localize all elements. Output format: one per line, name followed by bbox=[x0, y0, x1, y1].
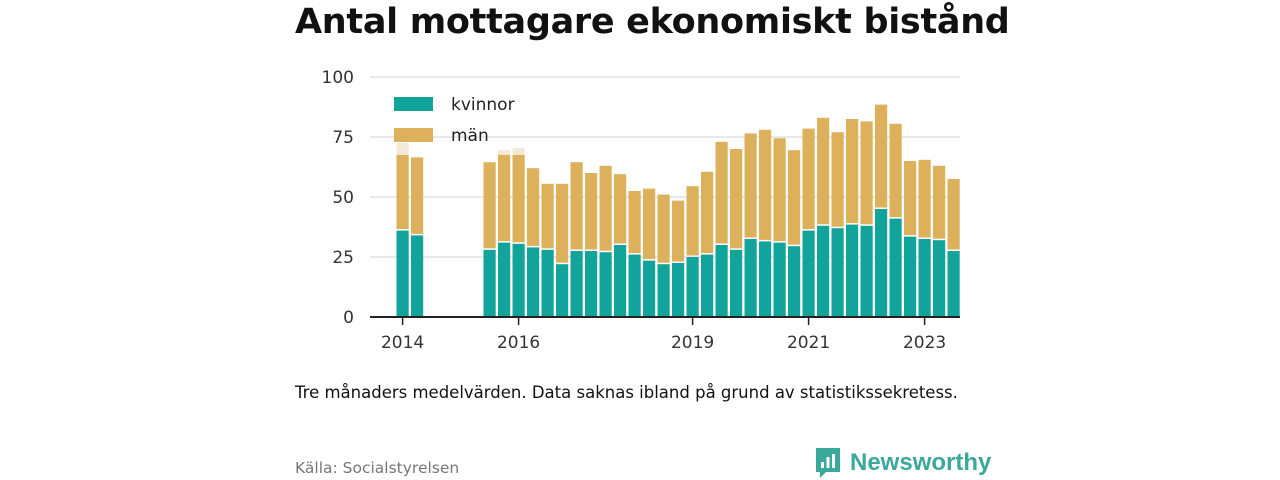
bar-faded bbox=[396, 143, 409, 155]
bar-kvinnor bbox=[918, 239, 931, 317]
bar-kvinnor bbox=[556, 264, 569, 317]
bar-kvinnor bbox=[715, 245, 728, 317]
bar-man bbox=[933, 165, 946, 239]
bar-kvinnor bbox=[585, 251, 598, 317]
legend-swatch bbox=[394, 128, 433, 142]
bar-kvinnor bbox=[860, 225, 873, 317]
bar-kvinnor bbox=[831, 228, 844, 317]
x-tick-label: 2014 bbox=[381, 333, 424, 353]
bar-man bbox=[411, 157, 424, 234]
bar-man bbox=[846, 119, 859, 224]
x-tick-label: 2016 bbox=[497, 333, 540, 353]
bar-kvinnor bbox=[759, 241, 772, 317]
bar-kvinnor bbox=[933, 240, 946, 317]
bar-man bbox=[527, 168, 540, 246]
newsworthy-logo-icon bbox=[816, 448, 840, 478]
bar-kvinnor bbox=[570, 251, 583, 317]
y-tick-label: 50 bbox=[332, 188, 354, 208]
bar-man bbox=[730, 149, 743, 249]
bar-kvinnor bbox=[614, 245, 627, 317]
bars bbox=[396, 104, 960, 317]
bar-faded bbox=[512, 147, 525, 155]
bar-man bbox=[802, 128, 815, 230]
bar-man bbox=[904, 161, 917, 236]
bar-kvinnor bbox=[904, 236, 917, 317]
bar-kvinnor bbox=[802, 230, 815, 317]
x-tick-label: 2023 bbox=[903, 333, 946, 353]
bar-man bbox=[788, 150, 801, 245]
y-tick-label: 100 bbox=[322, 68, 354, 88]
bar-man bbox=[643, 188, 656, 260]
bar-man bbox=[556, 183, 569, 263]
bar-man bbox=[773, 138, 786, 242]
bar-man bbox=[875, 104, 888, 208]
legend-label: män bbox=[451, 126, 489, 146]
bar-man bbox=[947, 179, 960, 250]
bar-kvinnor bbox=[817, 225, 830, 317]
bar-kvinnor bbox=[672, 263, 685, 317]
bar-man bbox=[498, 155, 511, 242]
bar-man bbox=[672, 200, 685, 262]
bar-kvinnor bbox=[788, 246, 801, 317]
brand-name: Newsworthy bbox=[850, 449, 992, 476]
bar-kvinnor bbox=[498, 242, 511, 317]
bar-kvinnor bbox=[527, 247, 540, 317]
bar-kvinnor bbox=[628, 254, 641, 317]
bar-man bbox=[599, 165, 612, 251]
bar-man bbox=[570, 162, 583, 250]
bar-kvinnor bbox=[875, 209, 888, 317]
legend-swatch bbox=[394, 97, 433, 111]
source-label: Källa: Socialstyrelsen bbox=[295, 459, 460, 477]
brand-logo[interactable]: Newsworthy bbox=[814, 446, 991, 480]
x-axis: 2014 2016 2019 2021 2023 bbox=[370, 316, 960, 353]
y-tick-label: 75 bbox=[332, 128, 354, 148]
chart-title: Antal mottagare ekonomiskt bistånd bbox=[295, 2, 1010, 42]
bar-kvinnor bbox=[686, 257, 699, 317]
bar-kvinnor bbox=[512, 243, 525, 317]
bar-kvinnor bbox=[657, 264, 670, 317]
bar-man bbox=[657, 194, 670, 263]
bar-kvinnor bbox=[889, 218, 902, 317]
bar-kvinnor bbox=[643, 260, 656, 317]
bar-man bbox=[860, 121, 873, 225]
y-tick-label: 0 bbox=[343, 308, 354, 328]
bar-kvinnor bbox=[846, 224, 859, 317]
x-tick-label: 2021 bbox=[787, 333, 830, 353]
bar-man bbox=[715, 141, 728, 244]
bar-man bbox=[817, 117, 830, 225]
bar-kvinnor bbox=[411, 235, 424, 317]
legend: kvinnor män bbox=[394, 95, 515, 146]
bar-kvinnor bbox=[396, 230, 409, 317]
bar-man bbox=[686, 186, 699, 256]
x-tick-label: 2019 bbox=[671, 333, 714, 353]
legend-label: kvinnor bbox=[451, 95, 515, 115]
bar-man bbox=[918, 159, 931, 238]
y-tick-label: 25 bbox=[332, 248, 354, 268]
bar-man bbox=[831, 132, 844, 227]
bar-kvinnor bbox=[730, 249, 743, 317]
bar-kvinnor bbox=[483, 249, 496, 317]
bar-faded bbox=[498, 150, 511, 155]
bar-man bbox=[396, 155, 409, 230]
bar-man bbox=[701, 171, 714, 254]
bar-man bbox=[889, 123, 902, 218]
bar-chart: 0 25 50 75 100 2014 2016 2019 2021 2023 kvinnor m… bbox=[322, 68, 960, 353]
bar-kvinnor bbox=[541, 249, 554, 317]
bar-kvinnor bbox=[773, 242, 786, 317]
bar-man bbox=[541, 183, 554, 249]
bar-kvinnor bbox=[599, 252, 612, 317]
bar-kvinnor bbox=[701, 254, 714, 317]
bar-man bbox=[512, 155, 525, 243]
bar-man bbox=[628, 191, 641, 254]
bar-kvinnor bbox=[947, 251, 960, 317]
bar-kvinnor bbox=[744, 239, 757, 317]
y-tick-labels: 0 25 50 75 100 bbox=[322, 68, 354, 328]
bar-man bbox=[744, 133, 757, 238]
chart-note: Tre månaders medelvärden. Data saknas ib… bbox=[295, 383, 958, 402]
bar-man bbox=[585, 173, 598, 250]
bar-man bbox=[759, 129, 772, 240]
bar-man bbox=[483, 162, 496, 249]
bar-man bbox=[614, 174, 627, 244]
